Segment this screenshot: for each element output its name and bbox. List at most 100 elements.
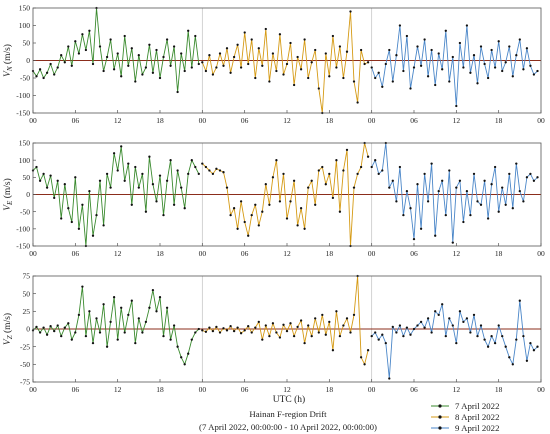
data-point bbox=[155, 48, 158, 52]
data-point bbox=[247, 325, 250, 328]
data-point bbox=[508, 172, 511, 176]
data-point bbox=[469, 331, 472, 334]
x-tick-label: 18 bbox=[326, 116, 334, 125]
data-point bbox=[441, 68, 444, 71]
data-point bbox=[472, 54, 476, 57]
legend-marker bbox=[438, 415, 442, 419]
data-point bbox=[275, 159, 278, 162]
data-point bbox=[53, 329, 56, 333]
data-point bbox=[77, 52, 81, 55]
data-point bbox=[388, 48, 391, 52]
data-point bbox=[307, 186, 310, 189]
data-point bbox=[303, 227, 306, 230]
data-point bbox=[165, 38, 169, 41]
data-point bbox=[278, 33, 282, 36]
data-point bbox=[292, 179, 296, 182]
data-point bbox=[148, 155, 151, 158]
data-point bbox=[486, 76, 490, 80]
data-point bbox=[70, 64, 73, 67]
data-point bbox=[232, 55, 236, 59]
data-point bbox=[381, 333, 384, 336]
data-point bbox=[292, 83, 296, 87]
data-point bbox=[448, 80, 451, 83]
data-point bbox=[42, 76, 45, 80]
data-point bbox=[345, 317, 349, 320]
data-point bbox=[426, 317, 430, 320]
data-point bbox=[455, 104, 458, 108]
data-point bbox=[56, 324, 59, 327]
data-point bbox=[419, 227, 423, 230]
data-point bbox=[49, 174, 52, 177]
data-point bbox=[222, 171, 225, 174]
data-point bbox=[70, 220, 73, 224]
y-tick-label: 150 bbox=[19, 4, 31, 13]
data-point bbox=[130, 299, 133, 302]
data-point bbox=[84, 334, 88, 338]
data-point bbox=[268, 203, 271, 206]
data-point bbox=[105, 345, 109, 348]
data-point bbox=[310, 334, 313, 338]
y-tick-label: -50 bbox=[20, 74, 30, 83]
y-tick-label: -100 bbox=[16, 91, 30, 100]
x-tick-label: 12 bbox=[114, 249, 122, 258]
data-point bbox=[84, 48, 88, 52]
data-point bbox=[328, 75, 331, 78]
data-point bbox=[285, 217, 289, 220]
x-tick-label: 06 bbox=[72, 249, 80, 258]
data-point bbox=[53, 73, 56, 76]
data-point bbox=[35, 325, 38, 329]
data-point bbox=[328, 172, 331, 176]
x-tick-label: 12 bbox=[453, 116, 461, 125]
data-point bbox=[81, 203, 84, 206]
data-point bbox=[342, 76, 345, 80]
data-point bbox=[271, 176, 275, 179]
data-point bbox=[366, 155, 370, 158]
data-point bbox=[151, 71, 155, 74]
data-point bbox=[366, 349, 370, 352]
data-point bbox=[349, 331, 352, 334]
y-tick-label: -100 bbox=[16, 224, 30, 233]
series-line bbox=[32, 146, 200, 247]
data-point bbox=[204, 69, 208, 73]
data-point bbox=[395, 54, 398, 57]
data-point bbox=[123, 331, 126, 334]
data-point bbox=[402, 334, 405, 338]
x-tick-label: 00 bbox=[537, 385, 545, 394]
data-point bbox=[268, 334, 271, 338]
data-point bbox=[430, 331, 433, 334]
data-point bbox=[42, 326, 45, 329]
data-point bbox=[448, 169, 451, 172]
x-tick-label: 12 bbox=[114, 116, 122, 125]
data-point bbox=[324, 333, 327, 336]
data-point bbox=[148, 43, 151, 46]
data-point bbox=[472, 313, 476, 317]
data-point bbox=[522, 334, 525, 338]
data-point bbox=[317, 331, 320, 334]
data-point bbox=[180, 356, 183, 359]
data-point bbox=[63, 61, 66, 64]
data-point bbox=[374, 331, 377, 334]
x-tick-label: 12 bbox=[453, 385, 461, 394]
data-point bbox=[536, 176, 539, 179]
data-point bbox=[134, 341, 137, 345]
data-point bbox=[434, 234, 437, 237]
data-point bbox=[437, 52, 440, 55]
data-point bbox=[497, 40, 500, 43]
data-point bbox=[388, 377, 391, 380]
data-point bbox=[127, 313, 130, 317]
data-point bbox=[158, 76, 162, 80]
data-point bbox=[377, 338, 380, 341]
x-tick-label: 00 bbox=[537, 249, 545, 258]
data-point bbox=[451, 241, 454, 244]
data-point bbox=[278, 336, 282, 339]
data-point bbox=[257, 224, 260, 227]
y-tick-label: 50 bbox=[23, 173, 31, 182]
data-point bbox=[479, 324, 483, 327]
x-tick-label: 00 bbox=[199, 385, 207, 394]
y-tick-label: 100 bbox=[19, 21, 31, 30]
data-point bbox=[77, 313, 81, 317]
data-point bbox=[236, 43, 239, 46]
data-point bbox=[444, 213, 447, 217]
data-point bbox=[250, 331, 253, 334]
